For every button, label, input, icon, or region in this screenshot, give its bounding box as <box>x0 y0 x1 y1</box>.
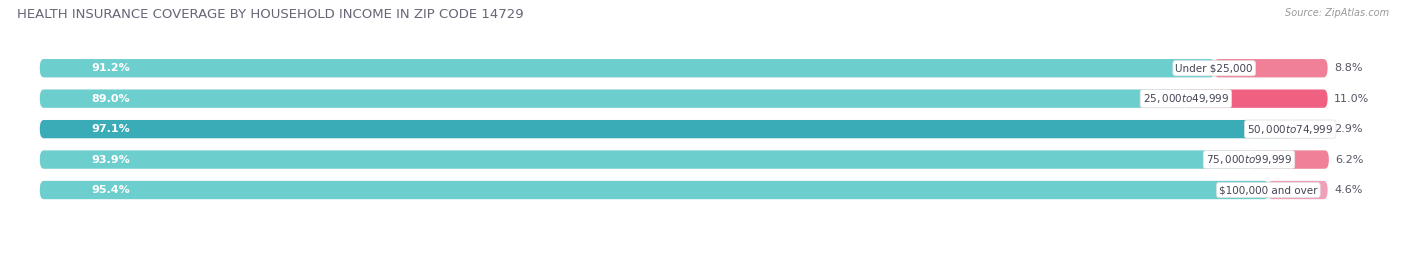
FancyBboxPatch shape <box>1249 150 1329 169</box>
FancyBboxPatch shape <box>39 90 1185 108</box>
Text: 91.2%: 91.2% <box>91 63 131 73</box>
FancyBboxPatch shape <box>39 181 1268 199</box>
Text: Under $25,000: Under $25,000 <box>1175 63 1253 73</box>
Text: $75,000 to $99,999: $75,000 to $99,999 <box>1206 153 1292 166</box>
Text: $25,000 to $49,999: $25,000 to $49,999 <box>1143 92 1229 105</box>
Text: Source: ZipAtlas.com: Source: ZipAtlas.com <box>1285 8 1389 18</box>
FancyBboxPatch shape <box>39 120 1327 138</box>
Text: 2.9%: 2.9% <box>1334 124 1362 134</box>
FancyBboxPatch shape <box>1291 120 1327 138</box>
FancyBboxPatch shape <box>1268 181 1327 199</box>
FancyBboxPatch shape <box>39 59 1327 77</box>
Text: 6.2%: 6.2% <box>1336 155 1364 165</box>
FancyBboxPatch shape <box>39 120 1291 138</box>
Text: 95.4%: 95.4% <box>91 185 131 195</box>
FancyBboxPatch shape <box>39 150 1327 169</box>
Text: HEALTH INSURANCE COVERAGE BY HOUSEHOLD INCOME IN ZIP CODE 14729: HEALTH INSURANCE COVERAGE BY HOUSEHOLD I… <box>17 8 523 21</box>
Text: 4.6%: 4.6% <box>1334 185 1362 195</box>
Text: $50,000 to $74,999: $50,000 to $74,999 <box>1247 123 1333 136</box>
FancyBboxPatch shape <box>1215 59 1327 77</box>
Text: $100,000 and over: $100,000 and over <box>1219 185 1317 195</box>
FancyBboxPatch shape <box>39 150 1249 169</box>
Text: 8.8%: 8.8% <box>1334 63 1362 73</box>
Text: 89.0%: 89.0% <box>91 94 129 104</box>
Text: 11.0%: 11.0% <box>1334 94 1369 104</box>
FancyBboxPatch shape <box>39 59 1215 77</box>
Text: 97.1%: 97.1% <box>91 124 131 134</box>
FancyBboxPatch shape <box>39 181 1327 199</box>
FancyBboxPatch shape <box>39 90 1327 108</box>
FancyBboxPatch shape <box>1185 90 1327 108</box>
Text: 93.9%: 93.9% <box>91 155 131 165</box>
